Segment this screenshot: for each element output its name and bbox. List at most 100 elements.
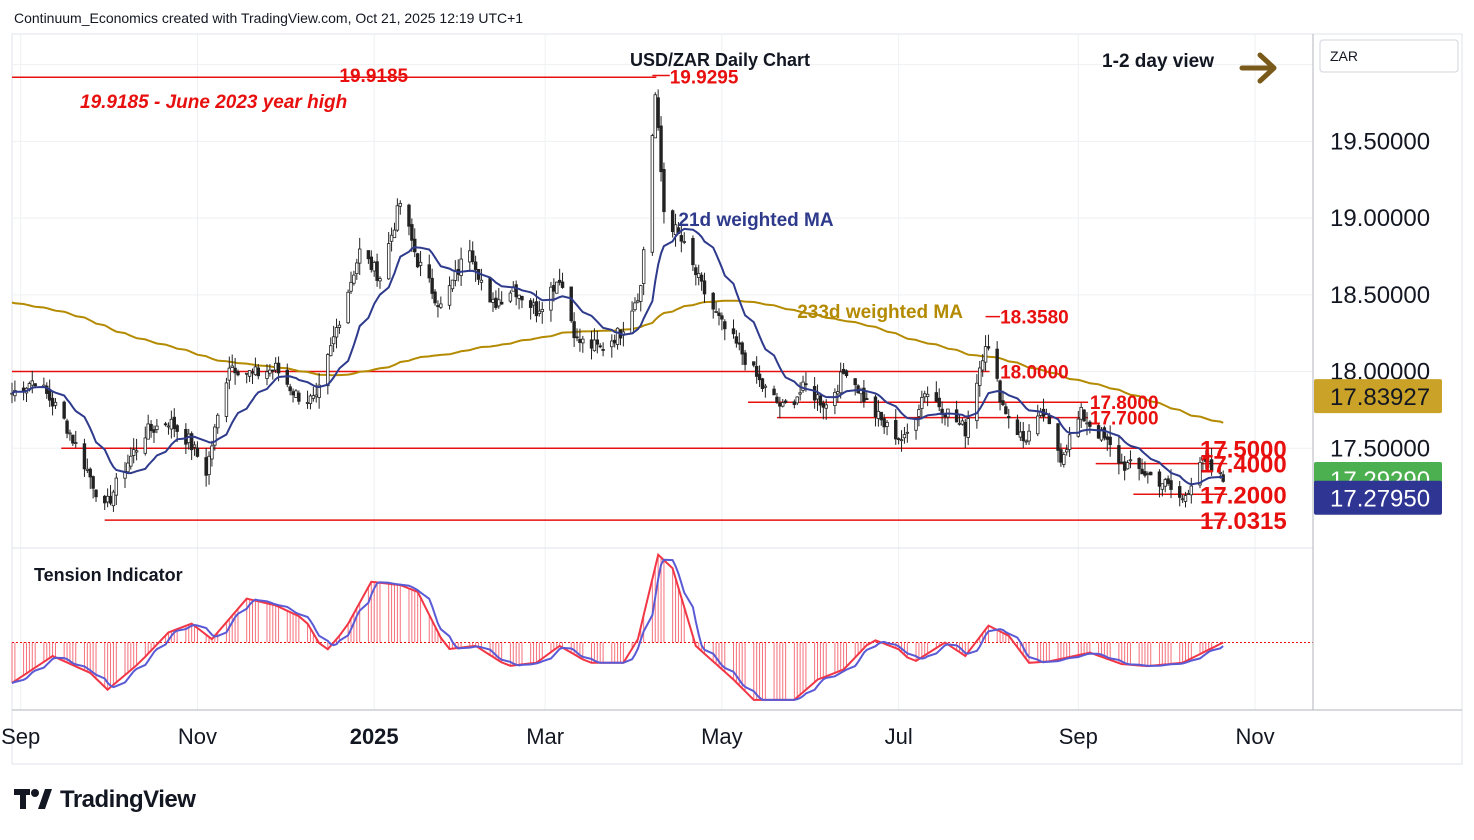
candle-body: [905, 431, 910, 434]
candle-body: [517, 294, 521, 299]
candle-body: [433, 291, 437, 304]
candle-body: [914, 417, 918, 431]
candle-body: [329, 345, 333, 357]
candle-body: [781, 402, 785, 407]
candle-body: [598, 345, 602, 348]
level-label: 17.0315: [1200, 508, 1287, 535]
candle-body: [33, 383, 37, 387]
candle-body: [711, 292, 715, 310]
candle-body: [650, 135, 655, 253]
x-tick-label: May: [701, 724, 743, 749]
candle-body: [691, 238, 695, 266]
candle-body: [862, 387, 866, 402]
candle-body: [1140, 468, 1144, 475]
chart-labels: ZAR USD/ZAR Daily Chart 1-2 day view 19.918…: [34, 39, 1459, 585]
candle-body: [236, 371, 240, 376]
candle-body: [288, 386, 292, 392]
candle-body: [108, 495, 113, 504]
candle-body: [873, 396, 878, 418]
candle-body: [488, 278, 492, 303]
candle-body: [978, 367, 982, 386]
candle-body: [670, 210, 675, 233]
view-arrow-icon: [1239, 52, 1277, 84]
candle-body: [378, 278, 382, 282]
candle-body: [1120, 461, 1124, 464]
level-label: 18.0000: [1000, 363, 1069, 384]
candle-body: [337, 324, 342, 328]
candle-body: [1149, 471, 1153, 476]
candle-body: [572, 321, 576, 339]
candle-body: [960, 420, 965, 425]
candle-body: [372, 262, 376, 272]
candle-body: [415, 253, 420, 268]
candle-body: [639, 285, 643, 302]
candle-body: [557, 279, 562, 283]
candle-body: [1085, 422, 1089, 425]
y-tick-label: 17.50000: [1330, 435, 1430, 462]
level-label: 17.4000: [1200, 452, 1287, 479]
candle-body: [804, 383, 808, 386]
candle-body: [479, 279, 484, 283]
candle-body: [682, 241, 686, 243]
candle-body: [439, 303, 443, 308]
candle-body: [1160, 483, 1165, 490]
candle-body: [636, 300, 640, 303]
candle-body: [85, 468, 90, 471]
candle-body: [1088, 421, 1092, 427]
candle-body: [1137, 458, 1141, 469]
candle-body: [1007, 415, 1011, 419]
candle-body: [581, 338, 585, 344]
x-tick-label: 2025: [350, 724, 399, 749]
candle-body: [508, 292, 513, 302]
candle-body: [471, 250, 475, 263]
candle-body: [923, 393, 927, 398]
price-badge: [1314, 480, 1442, 515]
candle-body: [149, 423, 153, 432]
candle-body: [723, 321, 727, 330]
candle-body: [957, 422, 962, 425]
candle-body: [937, 397, 941, 408]
candle-body: [1209, 459, 1214, 472]
candle-body: [230, 365, 234, 368]
candle-body: [1198, 462, 1202, 486]
candle-body: [244, 372, 249, 375]
candle-body: [129, 455, 133, 467]
candle-body: [94, 489, 98, 498]
candle-body: [366, 250, 371, 260]
candle-body: [954, 409, 959, 423]
candle-body: [227, 367, 232, 381]
candle-body: [694, 267, 698, 276]
candle-body: [549, 286, 553, 311]
candle-body: [233, 367, 237, 374]
candle-body: [737, 342, 741, 345]
candle-body: [103, 495, 107, 504]
candle-body: [473, 261, 478, 271]
candle-body: [1125, 462, 1130, 470]
candle-body: [714, 311, 718, 313]
candle-body: [838, 371, 843, 394]
candle-body: [882, 418, 886, 428]
candle-body: [995, 348, 999, 379]
candle-body: [552, 284, 556, 292]
candle-body: [1027, 430, 1031, 442]
candle-body: [74, 442, 78, 444]
candle-body: [876, 410, 881, 419]
currency-label: ZAR: [1330, 48, 1358, 64]
candle-body: [1183, 495, 1188, 502]
candle-body: [659, 125, 663, 173]
candle-body: [1122, 461, 1127, 471]
candle-body: [763, 385, 768, 388]
candle-body: [821, 402, 826, 408]
candle-body: [934, 392, 939, 402]
candle-body: [216, 414, 220, 429]
candle-body: [497, 299, 501, 307]
candle-body: [427, 264, 431, 279]
ma21-line: [11, 227, 1224, 486]
candle-body: [163, 423, 168, 426]
candle-body: [520, 295, 524, 301]
candle-body: [601, 349, 605, 351]
chart-title: USD/ZAR Daily Chart: [630, 50, 810, 70]
candle-body: [1067, 434, 1072, 450]
currency-box: [1319, 39, 1459, 73]
tradingview-logo[interactable]: TradingView: [14, 786, 196, 814]
